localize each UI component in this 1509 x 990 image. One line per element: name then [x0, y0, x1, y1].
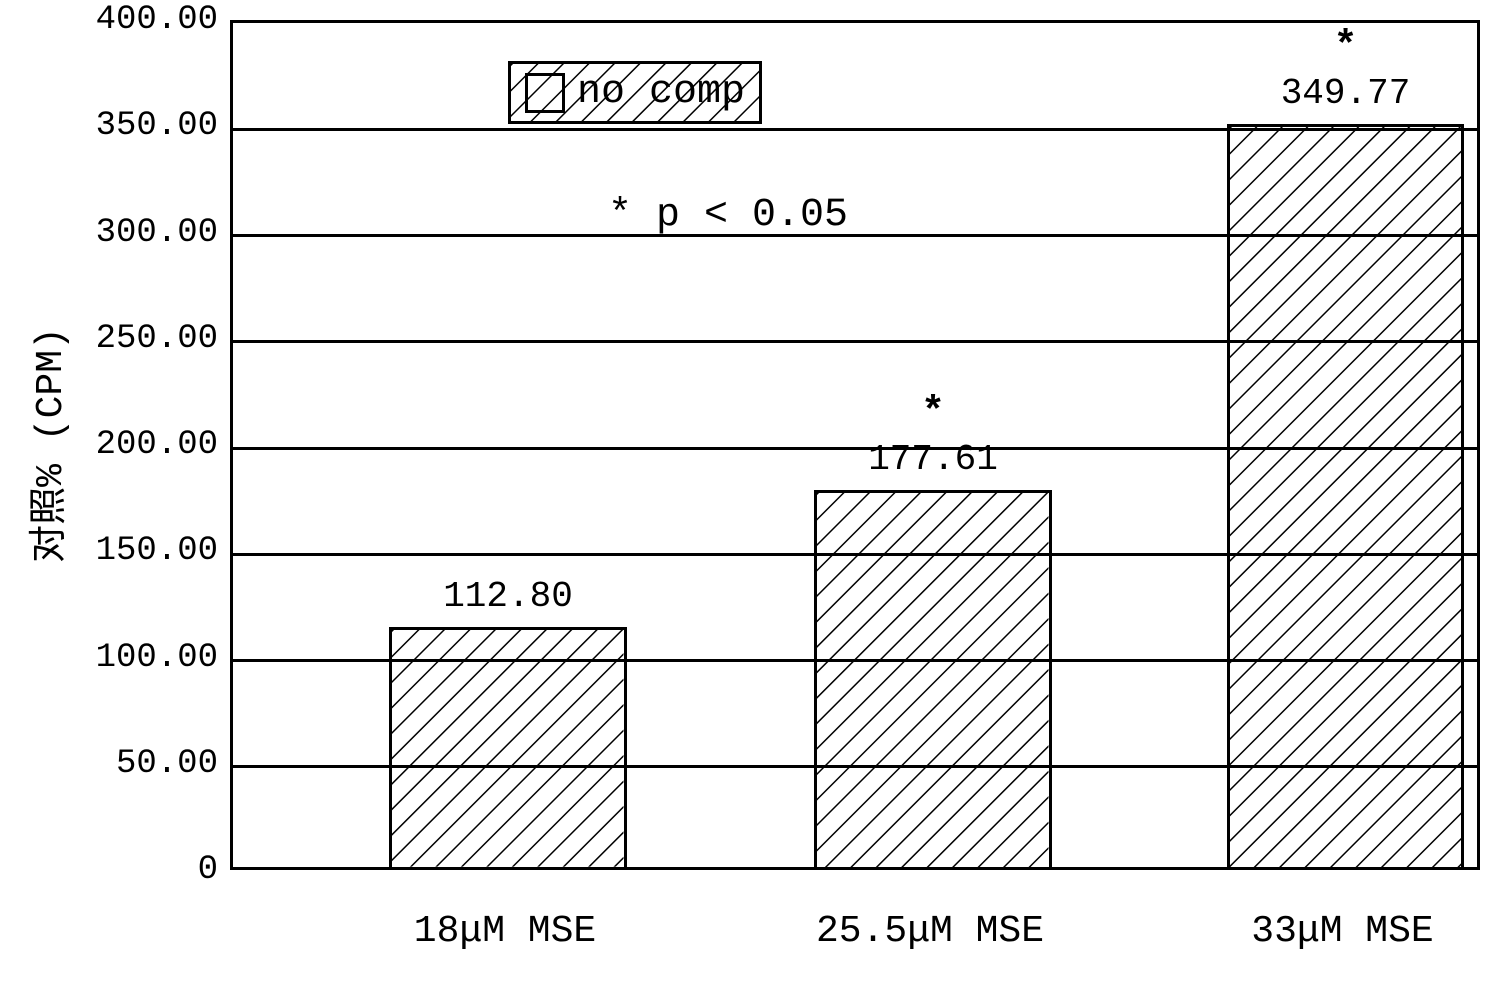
bar: [1227, 124, 1465, 867]
plot-area: 112.80177.61*349.77* no comp * p < 0.05: [230, 20, 1480, 870]
x-tick-label: 25.5μM MSE: [816, 910, 1044, 953]
legend: no comp: [508, 61, 762, 124]
bar-value-label: 349.77: [1281, 73, 1411, 114]
y-tick-label: 300.00: [0, 214, 218, 252]
bar: [814, 490, 1052, 867]
x-tick-label: 33μM MSE: [1251, 910, 1433, 953]
bar-value-label: 177.61: [868, 439, 998, 480]
y-tick-label: 200.00: [0, 426, 218, 464]
bar-value-label: 112.80: [443, 576, 573, 617]
bar: [389, 627, 627, 867]
significance-note: * p < 0.05: [608, 193, 848, 238]
y-tick-label: 400.00: [0, 1, 218, 39]
y-tick-label: 0: [0, 851, 218, 889]
x-tick-label: 18μM MSE: [414, 910, 596, 953]
significance-marker: *: [1333, 25, 1357, 70]
legend-swatch: [525, 73, 565, 113]
y-tick-label: 250.00: [0, 320, 218, 358]
significance-marker: *: [921, 391, 945, 436]
y-tick-label: 150.00: [0, 532, 218, 570]
y-tick-label: 350.00: [0, 107, 218, 145]
chart-container: 对照% (CPM) 112.80177.61*349.77* no comp *…: [0, 0, 1509, 990]
y-tick-label: 100.00: [0, 639, 218, 677]
y-tick-label: 50.00: [0, 745, 218, 783]
